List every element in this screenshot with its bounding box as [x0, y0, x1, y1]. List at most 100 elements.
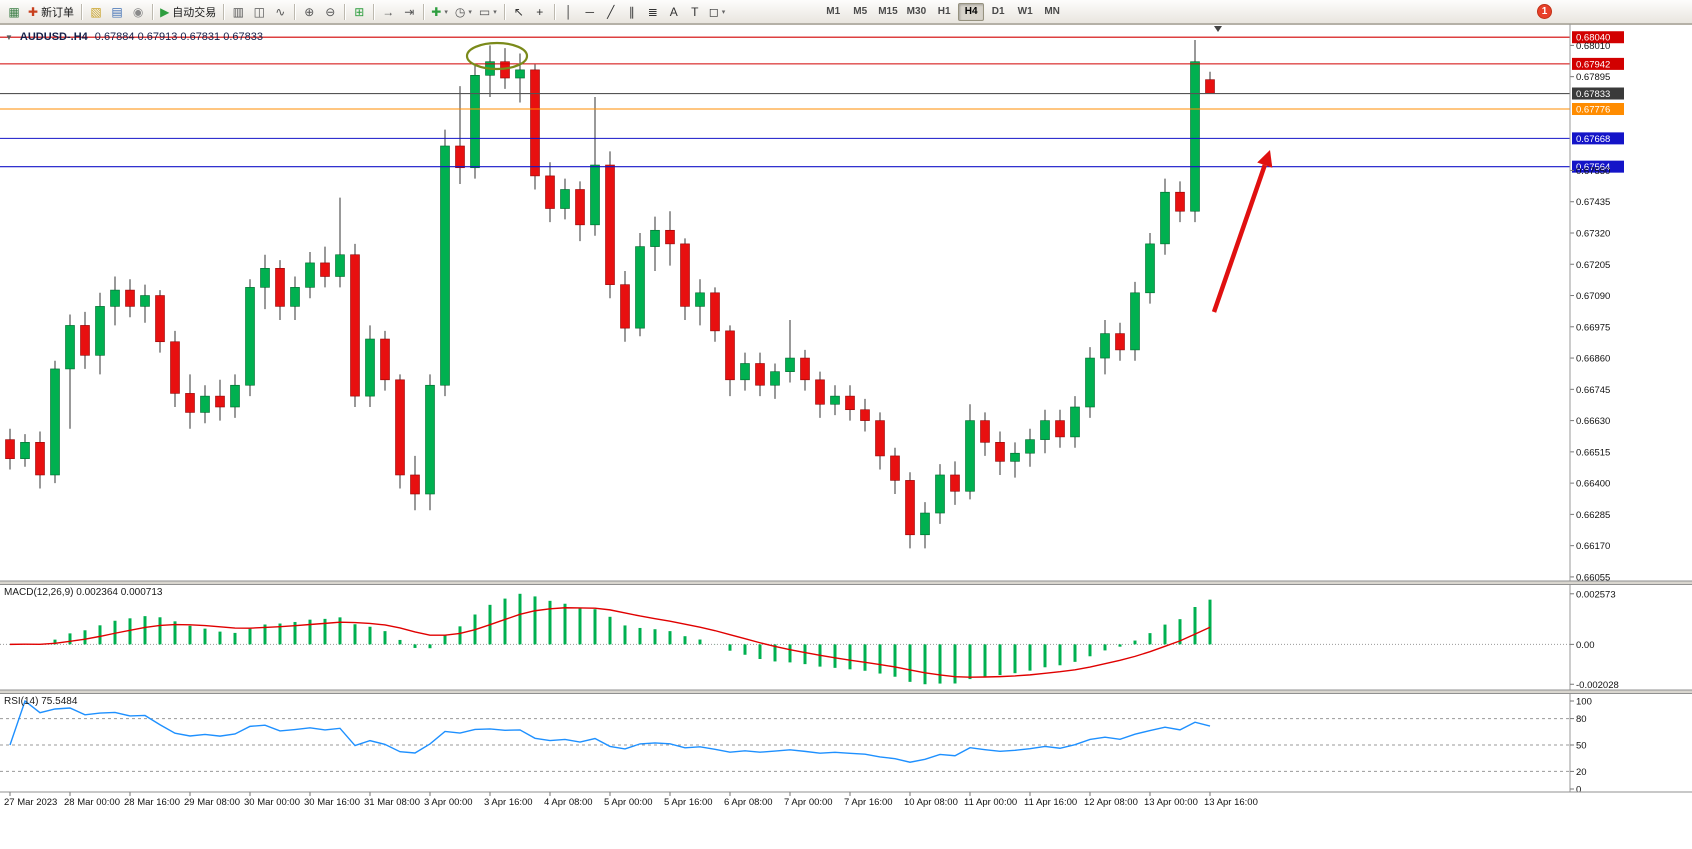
- profiles-button[interactable]: ▧: [86, 2, 106, 21]
- horizontal-line-button[interactable]: ─: [580, 2, 600, 21]
- candle-body: [215, 395, 225, 408]
- text-button[interactable]: A: [664, 2, 684, 21]
- candle-body: [635, 246, 645, 329]
- panel-separator[interactable]: [0, 581, 1692, 585]
- timeframe-m1-button[interactable]: M1: [826, 6, 841, 17]
- navigator-button[interactable]: ◉: [128, 2, 148, 21]
- macd-panel: 0.002573 0.00 -0.002028: [0, 589, 1619, 691]
- chart-shift-marker-icon[interactable]: [1214, 26, 1222, 32]
- trendline-button[interactable]: ╱: [601, 2, 621, 21]
- candle-body: [1145, 243, 1155, 294]
- templates-button[interactable]: ▭ ▾: [476, 2, 500, 21]
- time-axis-label: 28 Mar 00:00: [64, 797, 120, 808]
- toolbar-separator: [503, 3, 505, 20]
- indicators-caret-icon[interactable]: ▾: [444, 8, 448, 16]
- new-order-button-label: 新订单: [41, 6, 75, 19]
- text-icon: A: [669, 4, 678, 19]
- price-level-label: 0.68040: [1576, 33, 1610, 44]
- candle-body: [590, 164, 600, 226]
- profiles-icon: ▧: [90, 4, 102, 19]
- price-scale: 0.68010 0.67895 0.67550 0.67435 0.67320 0.672…: [1570, 41, 1610, 583]
- candle-body: [845, 395, 855, 411]
- toolbar-separator: [81, 3, 83, 20]
- notification-badge[interactable]: 1: [1537, 4, 1552, 19]
- fibonacci-button[interactable]: ≣: [643, 2, 663, 21]
- scale-tick-label: 0.66055: [1576, 572, 1610, 583]
- tile-windows-button[interactable]: ⊞: [349, 2, 369, 21]
- auto-trading-button-label: 自动交易: [172, 6, 217, 19]
- toolbar-separator: [294, 3, 296, 20]
- candle-body: [710, 292, 720, 332]
- panel-separator[interactable]: [0, 690, 1692, 694]
- zoom-in-icon: ⊕: [304, 4, 315, 19]
- zoom-out-button[interactable]: ⊖: [320, 2, 340, 21]
- rsi-panel: 100 80 50 20 0: [0, 697, 1592, 796]
- rsi-scale-label: 80: [1576, 714, 1587, 725]
- candle-body: [740, 363, 750, 381]
- channel-button[interactable]: ∥: [622, 2, 642, 21]
- indicators-button[interactable]: ✚ ▾: [428, 2, 451, 21]
- auto-scroll-button[interactable]: →: [378, 2, 398, 21]
- macd-scale-label: 0.00: [1576, 640, 1595, 651]
- crosshair-button[interactable]: +: [530, 2, 550, 21]
- templates-caret-icon[interactable]: ▾: [493, 8, 497, 16]
- candle-body: [695, 292, 705, 307]
- timeframe-d1-button[interactable]: D1: [991, 6, 1005, 17]
- scale-tick-label: 0.66285: [1576, 510, 1610, 521]
- candle-body: [1130, 292, 1140, 351]
- timeframe-w1-button[interactable]: W1: [1017, 6, 1033, 17]
- candle-body: [785, 357, 795, 372]
- candle-body: [800, 357, 810, 381]
- annotations-layer: [465, 26, 1273, 313]
- shapes-button[interactable]: ◻ ▾: [706, 2, 728, 21]
- candle-body: [980, 420, 990, 443]
- candlestick-button[interactable]: ◫: [249, 2, 269, 21]
- candlestick-icon: ◫: [253, 4, 265, 19]
- time-axis-label: 30 Mar 16:00: [304, 797, 360, 808]
- candle-body: [305, 262, 315, 288]
- timeframe-h4-button[interactable]: H4: [958, 2, 985, 21]
- candle-body: [35, 442, 45, 476]
- zoom-in-button[interactable]: ⊕: [299, 2, 319, 21]
- periods-caret-icon[interactable]: ▾: [468, 8, 472, 16]
- market-watch-button[interactable]: ▤: [107, 2, 127, 21]
- timeframe-h1-button[interactable]: H1: [937, 6, 951, 17]
- rsi-scale-label: 20: [1576, 767, 1587, 778]
- cursor-icon: ↖: [513, 4, 524, 19]
- cursor-button[interactable]: ↖: [509, 2, 529, 21]
- scale-tick-label: 0.66860: [1576, 354, 1610, 365]
- zoom-out-icon: ⊖: [325, 4, 336, 19]
- candle-body: [245, 287, 255, 386]
- new-order-button[interactable]: ✚ 新订单: [25, 2, 77, 21]
- candle-body: [545, 175, 555, 209]
- candle-body: [170, 341, 180, 394]
- chart-shift-button[interactable]: ⇥: [399, 2, 419, 21]
- candle-body: [665, 229, 675, 245]
- bar-chart-button[interactable]: ▥: [228, 2, 248, 21]
- time-axis-label: 13 Apr 00:00: [1144, 797, 1198, 808]
- toolbar-separator: [423, 3, 425, 20]
- time-axis-label: 3 Apr 00:00: [424, 797, 473, 808]
- auto-trading-button[interactable]: ▶ 自动交易: [157, 2, 219, 21]
- shapes-caret-icon[interactable]: ▾: [721, 8, 726, 16]
- periods-button[interactable]: ◷ ▾: [452, 2, 475, 21]
- rsi-scale-label: 100: [1576, 697, 1592, 708]
- timeframe-m5-button[interactable]: M5: [853, 6, 868, 17]
- scale-tick-label: 0.67550: [1576, 166, 1610, 177]
- toolbar-spacer: [729, 11, 819, 12]
- timeframe-mn-button[interactable]: MN: [1044, 6, 1060, 17]
- label-button[interactable]: T: [685, 2, 705, 21]
- timeframe-m15-button[interactable]: M15: [878, 6, 898, 17]
- line-chart-button[interactable]: ∿: [270, 2, 290, 21]
- new-chart-button[interactable]: ▦: [4, 2, 24, 21]
- market-watch-icon: ▤: [111, 4, 123, 19]
- arrow-annotation-head[interactable]: [1257, 150, 1273, 168]
- candle-body: [350, 254, 360, 397]
- price-chart-canvas[interactable]: 0.68040 0.67942 0.67833 0.67776 0.67668 0.675…: [0, 24, 1692, 849]
- time-axis-label: 28 Mar 16:00: [124, 797, 180, 808]
- vertical-line-button[interactable]: │: [559, 2, 579, 21]
- ellipse-annotation[interactable]: [465, 41, 529, 71]
- timeframe-m30-button[interactable]: M30: [906, 6, 927, 17]
- candle-body: [995, 442, 1005, 462]
- arrow-annotation-shaft[interactable]: [1211, 164, 1267, 313]
